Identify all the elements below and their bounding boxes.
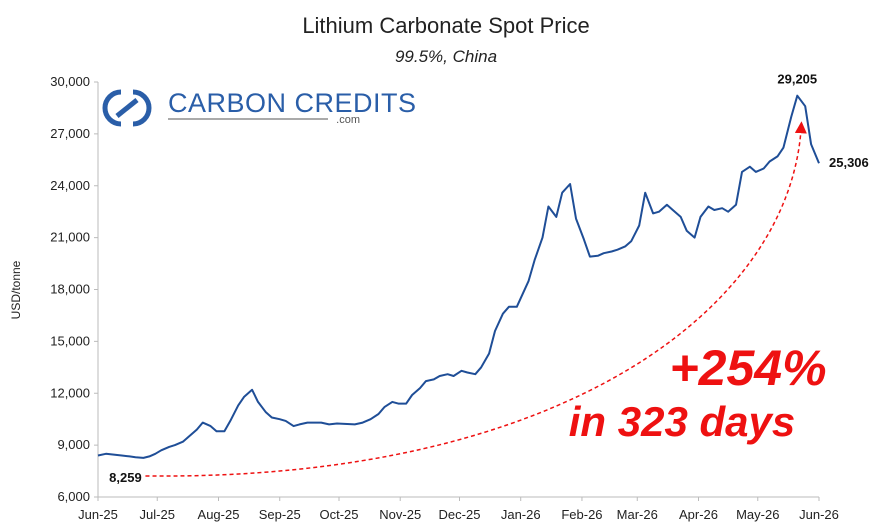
- x-tick-label: Aug-25: [198, 507, 240, 522]
- x-tick-label: Nov-25: [379, 507, 421, 522]
- peak-value-label: 29,205: [777, 72, 817, 87]
- y-tick-labels: 6,000 9,000 12,000 15,000 18,000 21,000 24,000…: [50, 74, 98, 504]
- y-tick-label: 12,000: [50, 385, 90, 400]
- x-tick-label: Apr-26: [679, 507, 718, 522]
- y-tick-label: 6,000: [57, 489, 90, 504]
- logo-domain: .com: [336, 114, 360, 126]
- x-tick-label: Feb-26: [561, 507, 602, 522]
- x-tick-label: Sep-25: [259, 507, 301, 522]
- y-tick-label: 9,000: [57, 437, 90, 452]
- y-tick-label: 30,000: [50, 74, 90, 89]
- growth-duration-annotation: in 323 days: [569, 398, 795, 445]
- x-tick-label: May-26: [736, 507, 779, 522]
- x-tick-label: Jun-26: [799, 507, 839, 522]
- x-tick-label: Jan-26: [501, 507, 541, 522]
- x-tick-label: Mar-26: [617, 507, 658, 522]
- y-tick-label: 15,000: [50, 333, 90, 348]
- carbon-credits-logo: CARBON CREDITS .com: [102, 88, 417, 127]
- growth-arrow: [145, 121, 807, 477]
- logo-name: CARBON CREDITS: [168, 88, 417, 118]
- x-tick-labels: Jun-25 Jul-25 Aug-25 Sep-25 Oct-25 Nov-25 Dec-…: [78, 497, 839, 522]
- logo-mark-icon: [102, 89, 152, 127]
- chart-title: Lithium Carbonate Spot Price: [302, 13, 589, 38]
- y-tick-label: 24,000: [50, 178, 90, 193]
- chart-subtitle: 99.5%, China: [395, 47, 497, 66]
- x-tick-label: Jun-25: [78, 507, 118, 522]
- price-series-line: [97, 94, 820, 459]
- end-value-label: 25,306: [829, 155, 869, 170]
- x-tick-label: Dec-25: [439, 507, 481, 522]
- x-tick-label: Jul-25: [140, 507, 175, 522]
- y-tick-label: 18,000: [50, 282, 90, 297]
- start-value-label: 8,259: [109, 470, 142, 485]
- y-tick-label: 27,000: [50, 126, 90, 141]
- growth-percent-annotation: +254%: [669, 340, 826, 396]
- x-tick-label: Oct-25: [319, 507, 358, 522]
- y-axis-label: USD/tonne: [9, 260, 23, 319]
- y-tick-label: 21,000: [50, 230, 90, 245]
